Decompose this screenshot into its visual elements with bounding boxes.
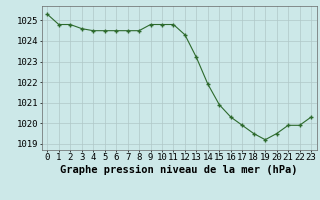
X-axis label: Graphe pression niveau de la mer (hPa): Graphe pression niveau de la mer (hPa) [60,165,298,175]
